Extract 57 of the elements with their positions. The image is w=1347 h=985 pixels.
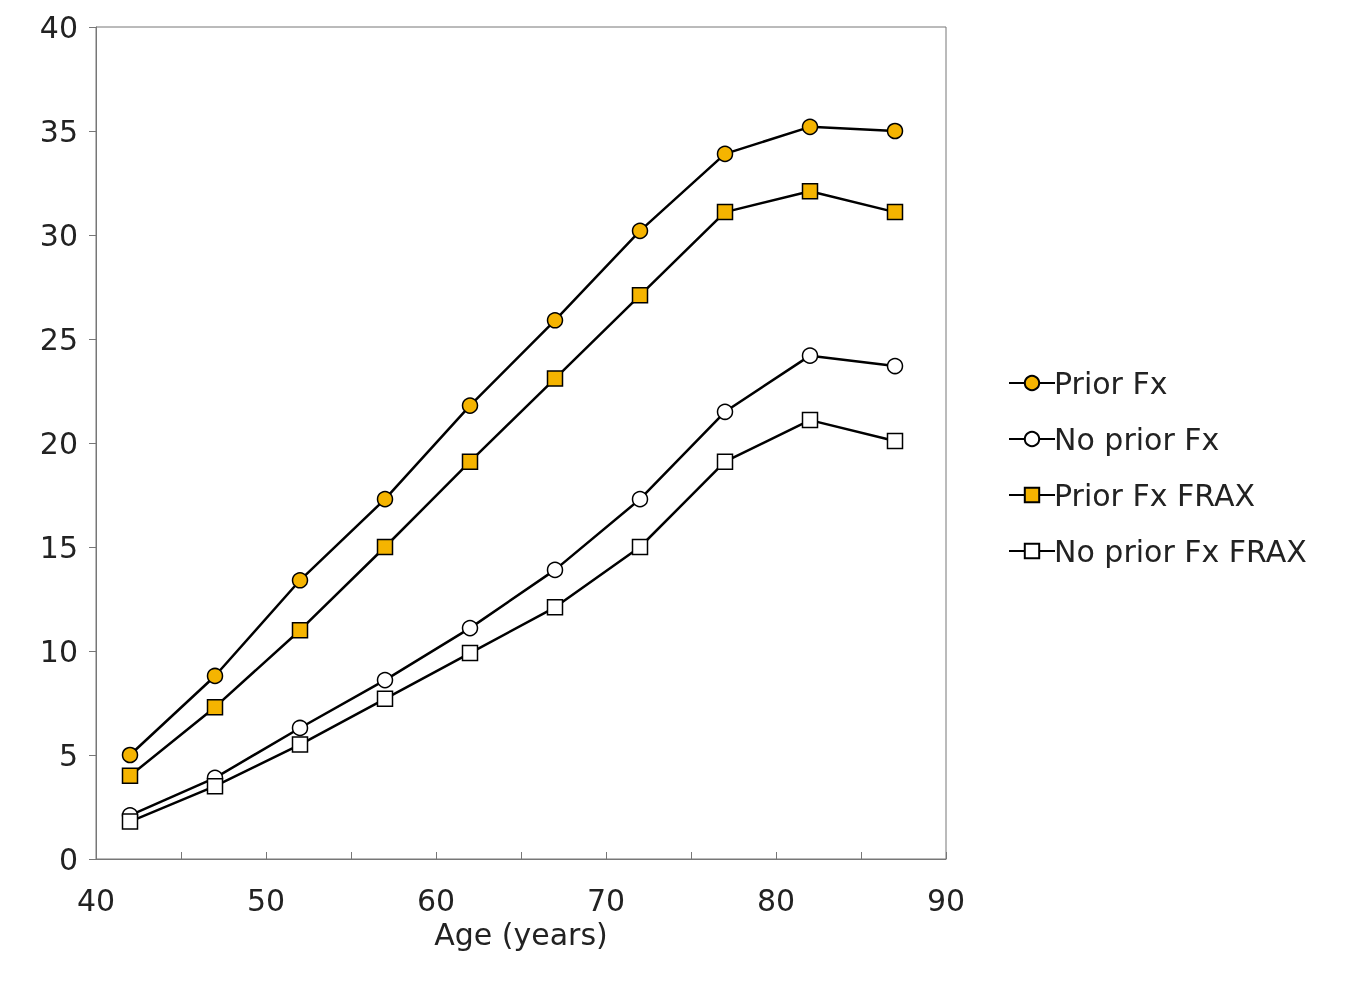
legend-label: No prior Fx	[1054, 421, 1220, 457]
point	[716, 203, 734, 221]
point	[716, 145, 734, 163]
point	[886, 357, 904, 375]
point	[206, 667, 224, 685]
point	[291, 621, 309, 639]
x-tick-label: 70	[586, 882, 626, 918]
point	[886, 203, 904, 221]
legend-label: Prior Fx FRAX	[1054, 477, 1255, 513]
x-tick-label: 90	[926, 882, 966, 918]
y-tick-label: 15	[39, 529, 78, 565]
y-tick-label: 0	[58, 841, 78, 877]
point	[121, 767, 139, 785]
x-tick-label: 50	[246, 882, 286, 918]
y-tick-label: 20	[39, 425, 78, 461]
y-tick-label: 40	[39, 9, 78, 45]
point	[886, 122, 904, 140]
y-tick-label: 10	[39, 633, 78, 669]
x-tick-label: 80	[756, 882, 796, 918]
point	[631, 287, 649, 304]
legend-label: Prior Fx	[1054, 365, 1168, 401]
x-tick-label: 60	[416, 882, 456, 918]
y-tick-label: 35	[39, 113, 78, 149]
y-tick-label: 30	[39, 217, 78, 253]
point	[716, 453, 734, 470]
y-tick-label: 25	[39, 321, 78, 357]
point	[546, 370, 564, 387]
y-tick-label: 5	[58, 737, 78, 773]
point	[461, 619, 479, 637]
point	[206, 698, 224, 716]
point	[886, 432, 904, 450]
point	[376, 490, 394, 508]
point	[376, 690, 394, 708]
point	[801, 118, 819, 136]
point	[716, 403, 734, 421]
point	[121, 813, 139, 830]
point	[546, 312, 564, 329]
point	[631, 538, 649, 556]
point	[206, 777, 224, 795]
point	[291, 736, 309, 753]
legend-label: No prior Fx FRAX	[1054, 533, 1307, 569]
point	[801, 347, 819, 364]
point	[801, 183, 819, 200]
point	[291, 719, 309, 737]
point	[376, 671, 394, 689]
point	[461, 397, 479, 414]
point	[376, 538, 394, 556]
point	[801, 411, 819, 429]
x-axis-title: Age (years)	[434, 917, 608, 953]
point	[291, 572, 309, 589]
point	[546, 561, 564, 579]
point	[631, 222, 649, 240]
point	[546, 599, 564, 616]
point	[121, 746, 139, 764]
point	[631, 490, 649, 508]
point	[461, 453, 479, 470]
point	[461, 644, 479, 662]
